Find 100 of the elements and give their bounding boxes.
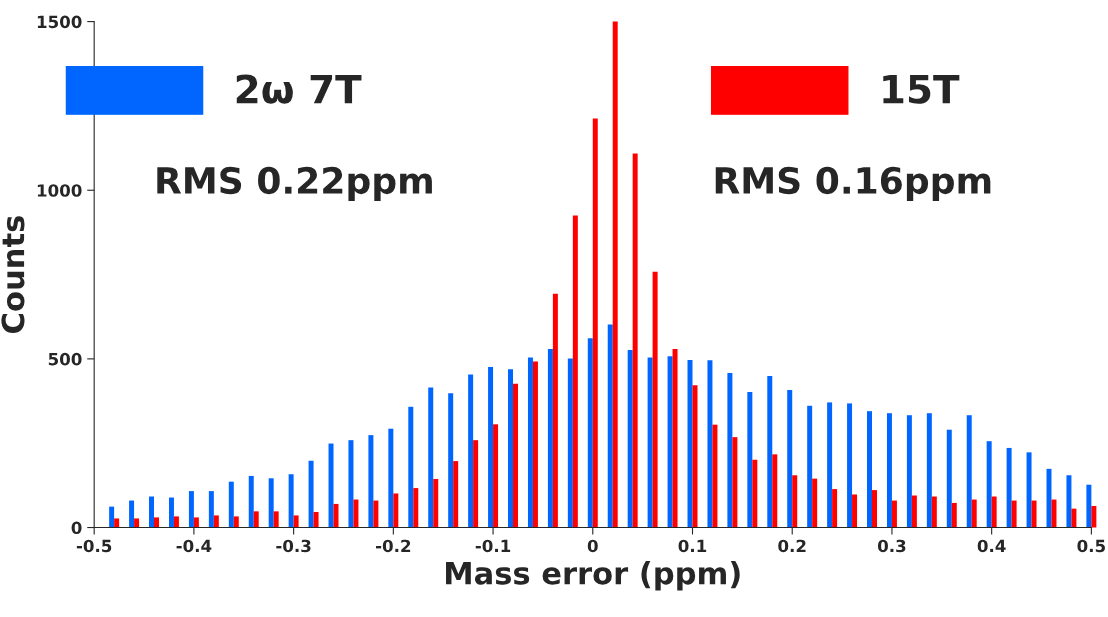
annotation: RMS 0.22ppm	[157, 166, 432, 202]
bar	[926, 413, 932, 528]
bar	[572, 215, 578, 528]
bar	[114, 518, 120, 528]
bar	[273, 511, 279, 528]
bar	[1086, 484, 1092, 528]
bar	[493, 424, 499, 528]
y-tick-label: 0	[71, 521, 82, 535]
bar	[313, 512, 319, 528]
bar	[154, 517, 159, 528]
bar	[832, 489, 838, 528]
bar	[513, 383, 518, 528]
x-tick-label: -0.2	[376, 539, 411, 553]
bar	[1071, 508, 1077, 528]
bar	[188, 491, 194, 528]
bar	[966, 415, 972, 528]
x-tick-label: 0.2	[778, 539, 806, 553]
bar	[787, 389, 793, 528]
bar	[672, 349, 678, 528]
y-axis-title: Counts	[1, 216, 25, 333]
bar	[951, 502, 957, 528]
bar	[807, 405, 813, 528]
bar	[233, 516, 239, 528]
bar	[552, 293, 558, 528]
bar	[468, 374, 474, 528]
bar	[413, 488, 419, 528]
bar	[208, 491, 214, 528]
bar	[1031, 500, 1037, 528]
bar	[612, 21, 618, 528]
bar	[268, 478, 274, 528]
bar	[867, 411, 872, 528]
bar	[1011, 500, 1017, 528]
bar	[353, 499, 359, 528]
bar	[348, 440, 354, 528]
bar	[168, 497, 174, 528]
bar	[109, 506, 115, 528]
bar	[872, 490, 877, 528]
bar	[747, 391, 753, 528]
bar	[592, 118, 598, 528]
bar	[1051, 499, 1057, 528]
bar	[408, 406, 414, 528]
bar	[752, 459, 758, 528]
x-tick-label: 0.1	[678, 539, 707, 553]
bar	[134, 518, 140, 528]
bar	[886, 413, 892, 528]
y-tick-label: 500	[48, 352, 82, 366]
bar	[652, 271, 658, 528]
bar	[587, 338, 593, 528]
bar	[149, 496, 155, 528]
bar	[607, 324, 613, 528]
x-tick-label: 0.5	[1077, 539, 1105, 553]
bar	[707, 360, 713, 528]
bar	[488, 366, 494, 528]
bar	[732, 437, 738, 528]
bar	[428, 387, 434, 528]
bar	[567, 358, 573, 528]
bar	[647, 357, 653, 528]
bar	[792, 475, 798, 528]
bar	[812, 478, 818, 528]
x-tick-label: 0.4	[977, 539, 1006, 553]
bar	[687, 359, 693, 528]
bar	[712, 424, 718, 528]
bar	[1091, 505, 1097, 528]
bar	[847, 403, 853, 528]
bar	[991, 496, 997, 528]
bar	[393, 493, 399, 528]
bar	[911, 495, 917, 528]
bar	[827, 402, 833, 528]
legend-label: 2ω 7T	[236, 74, 362, 104]
bar	[532, 361, 538, 528]
bar	[173, 516, 179, 528]
bar	[772, 454, 778, 528]
legend-label: 15T	[883, 74, 960, 104]
x-tick-label: -0.5	[76, 539, 112, 553]
bar	[213, 515, 219, 528]
bar	[388, 428, 394, 528]
bar	[667, 356, 673, 528]
bar	[228, 481, 234, 528]
bar	[1066, 475, 1072, 528]
bar	[527, 357, 533, 528]
bar	[627, 350, 633, 528]
x-axis-title: Mass error (ppm)	[446, 561, 740, 591]
bar	[193, 517, 199, 528]
bar	[767, 376, 773, 528]
x-tick-label: -0.3	[276, 539, 311, 553]
bar	[852, 494, 858, 528]
bar	[971, 499, 977, 528]
bar	[906, 415, 912, 528]
bar	[1026, 452, 1032, 528]
bar	[473, 440, 479, 528]
bar	[129, 500, 135, 528]
bar	[1006, 447, 1012, 528]
bar	[931, 496, 937, 528]
bar	[373, 500, 379, 528]
bar	[368, 435, 374, 528]
bar	[508, 369, 513, 528]
bar	[547, 349, 553, 528]
annotation: RMS 0.16ppm	[715, 166, 991, 202]
bar	[946, 429, 952, 528]
bar	[288, 474, 294, 528]
